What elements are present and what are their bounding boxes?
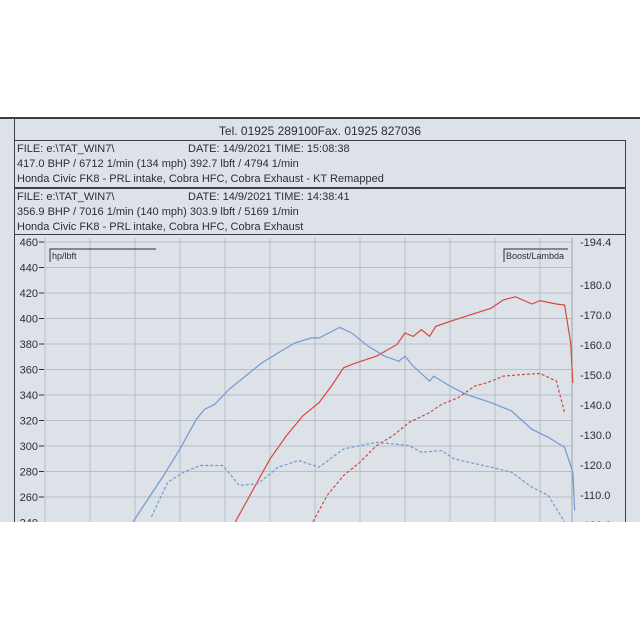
left-tick-label: 260 [20,492,38,504]
dyno-chart: 460 440 420 400 380 360 340 320 300 280 260 240 -194… [20,237,611,523]
dyno-sheet [0,117,640,522]
left-tick-label: 240 [20,518,38,523]
run1-file: FILE: e:\TAT_WIN7\ [17,143,115,155]
run1-description: Honda Civic FK8 - PRL intake, Cobra HFC,… [17,173,384,185]
run2-description: Honda Civic FK8 - PRL intake, Cobra HFC,… [17,221,304,233]
divider [14,187,626,189]
run1-summary: 417.0 BHP / 6712 1/min (134 mph) 392.7 l… [17,158,299,170]
series-line-4 [150,441,566,522]
right-tick-label: -180.0 [580,280,611,292]
right-tick-label: -110.0 [580,490,610,502]
right-tick-label: -130.0 [580,430,611,442]
left-tick-label: 420 [20,288,38,300]
left-tick-label: 380 [20,339,38,351]
left-tick-label: 360 [20,365,38,377]
frame-left [14,117,15,522]
run1-datetime: DATE: 14/9/2021 TIME: 15:08:38 [188,143,350,155]
left-tick-label: 300 [20,441,38,453]
run2-datetime: DATE: 14/9/2021 TIME: 14:38:41 [188,191,350,203]
right-tick-label: -194.4 [580,237,611,249]
divider [14,234,626,235]
left-tick-label: 440 [20,263,38,275]
series-line-2 [132,326,576,522]
right-tick-label: -160.0 [580,340,611,352]
left-tick-label: 400 [20,314,38,326]
left-tick-label: 320 [20,416,38,428]
right-axis-label: Boost/Lambda [506,251,564,261]
run2-summary: 356.9 BHP / 7016 1/min (140 mph) 303.9 l… [17,206,299,218]
frame-right [625,140,626,522]
left-axis-label: hp/lbft [52,251,77,261]
right-tick-label: -170.0 [580,310,611,322]
run2-file: FILE: e:\TAT_WIN7\ [17,191,115,203]
series-line-1 [234,296,574,522]
divider [0,117,640,119]
contact-line: Tel. 01925 289100Fax. 01925 827036 [218,124,422,138]
page-margin [0,522,640,640]
left-axis-label-box [49,248,156,262]
left-tick-label: 340 [20,390,38,402]
left-tick-label: 280 [20,467,38,479]
left-tick-label: 460 [20,237,38,249]
right-tick-label: -150.0 [580,370,611,382]
divider [14,140,626,141]
right-tick-label: -140.0 [580,400,611,412]
series-line-3 [312,372,566,522]
right-tick-label: -120.0 [580,460,611,472]
right-tick-label: -100.0 [580,520,611,522]
right-axis-label-box [503,248,568,262]
